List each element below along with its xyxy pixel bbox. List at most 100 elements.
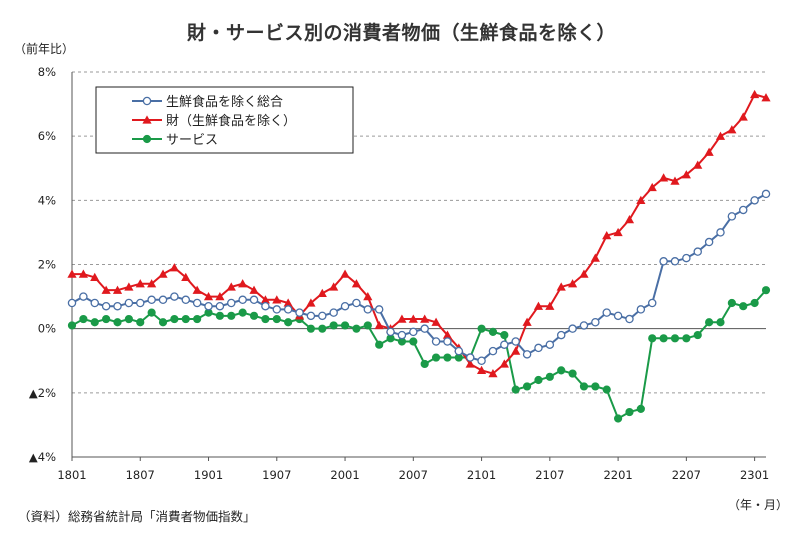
data-point-goods: [761, 93, 771, 102]
data-point-services: [420, 359, 429, 369]
data-point-services: [409, 337, 418, 346]
legend-label: サービス: [166, 133, 218, 148]
data-point-services: [613, 414, 623, 423]
data-point-services: [534, 375, 543, 385]
data-point-core-cpi: [682, 253, 691, 263]
data-point-goods: [613, 227, 623, 237]
data-point-services: [136, 318, 145, 327]
data-point-goods: [272, 295, 282, 304]
y-tick-label: 6%: [38, 129, 56, 143]
data-point-goods: [397, 314, 407, 323]
data-point-services: [67, 321, 77, 330]
x-tick-label: 2101: [467, 468, 496, 482]
data-point-core-cpi: [318, 311, 327, 321]
x-tick-labels: 1801 1807 1901 1907 2001 2007 2101 2107 2201 2207…: [57, 468, 769, 482]
data-point-core-cpi: [158, 295, 168, 305]
y-tick-label: 8%: [38, 65, 56, 79]
data-point-core-cpi: [170, 292, 179, 301]
data-point-core-cpi: [101, 301, 111, 311]
y-tick-labels: ▲4% ▲2% 0% 2% 4% 6% 8%: [29, 65, 56, 464]
x-tick-label: 2207: [672, 468, 701, 482]
data-point-core-cpi: [443, 337, 452, 346]
x-tick-label: 1801: [57, 468, 86, 482]
data-point-services: [113, 318, 122, 327]
data-point-goods: [363, 291, 373, 301]
data-point-goods: [545, 301, 555, 310]
data-point-goods: [329, 282, 339, 291]
data-point-core-cpi: [704, 237, 714, 247]
data-point-goods: [181, 272, 191, 282]
data-point-goods: [715, 131, 726, 140]
data-point-goods: [738, 112, 748, 121]
data-point-goods: [704, 147, 714, 156]
data-point-core-cpi: [181, 295, 191, 305]
data-point-services: [227, 311, 236, 320]
x-tick-label: 2201: [603, 468, 632, 482]
source-note: （資料）総務省統計局「消費者物価指数」: [18, 509, 256, 524]
data-point-services: [249, 311, 259, 320]
x-tick-label: 2001: [330, 468, 359, 482]
data-point-core-cpi: [738, 205, 748, 215]
data-point-goods: [203, 291, 214, 301]
data-point-goods: [659, 173, 669, 182]
series-services: [67, 286, 771, 423]
y-tick-label: 0%: [38, 322, 56, 336]
data-point-goods: [408, 314, 418, 323]
data-point-goods: [112, 285, 123, 294]
data-point-core-cpi: [613, 311, 623, 321]
data-point-core-cpi: [136, 298, 145, 308]
x-tick-label: 1807: [126, 468, 155, 482]
data-point-goods: [511, 346, 521, 355]
data-point-core-cpi: [488, 346, 498, 356]
data-point-goods: [579, 269, 589, 278]
data-point-services: [761, 286, 771, 295]
axes: [71, 72, 766, 461]
data-point-services: [340, 321, 350, 330]
data-point-goods: [567, 279, 578, 288]
x-tick-label: 2301: [740, 468, 769, 482]
data-point-core-cpi: [306, 311, 316, 321]
data-point-services: [352, 324, 361, 333]
data-point-services: [568, 369, 577, 378]
legend-item-core-cpi: 生鮮食品を除く総合: [132, 94, 283, 110]
y-tick-label: 2%: [38, 258, 56, 272]
data-point-core-cpi: [204, 301, 213, 311]
x-tick-label: 1907: [262, 468, 291, 482]
data-point-core-cpi: [363, 305, 373, 314]
y-tick-label: ▲4%: [29, 450, 56, 464]
series-group: [67, 89, 771, 423]
data-point-goods: [340, 269, 350, 278]
data-point-core-cpi: [602, 308, 611, 317]
data-point-core-cpi: [420, 324, 429, 333]
data-point-services: [591, 382, 600, 391]
data-point-services: [375, 340, 384, 349]
data-point-core-cpi: [261, 301, 270, 311]
data-point-services: [284, 318, 293, 327]
data-point-core-cpi: [647, 298, 657, 308]
data-point-core-cpi: [556, 330, 566, 340]
data-point-core-cpi: [227, 298, 236, 308]
data-point-services: [124, 314, 133, 324]
data-point-goods: [750, 89, 760, 99]
data-point-core-cpi: [90, 298, 100, 308]
data-point-services: [147, 308, 156, 317]
data-point-core-cpi: [374, 305, 384, 314]
data-point-services: [477, 324, 486, 333]
data-point-services: [500, 330, 509, 340]
data-point-goods: [727, 125, 737, 134]
data-point-core-cpi: [465, 353, 475, 362]
x-tick-label: 1901: [194, 468, 223, 482]
y-axis-unit: （前年比）: [14, 42, 75, 56]
data-point-core-cpi: [670, 257, 680, 266]
data-point-goods: [488, 368, 498, 378]
data-point-goods: [249, 285, 259, 294]
data-point-goods: [158, 269, 168, 278]
data-point-goods: [169, 263, 179, 272]
data-point-goods: [238, 279, 248, 288]
data-point-core-cpi: [147, 295, 156, 305]
data-point-goods: [465, 359, 475, 368]
data-point-core-cpi: [750, 196, 759, 205]
legend-marker: [142, 134, 152, 144]
series-line-services: [71, 289, 767, 420]
data-point-goods: [636, 195, 646, 205]
